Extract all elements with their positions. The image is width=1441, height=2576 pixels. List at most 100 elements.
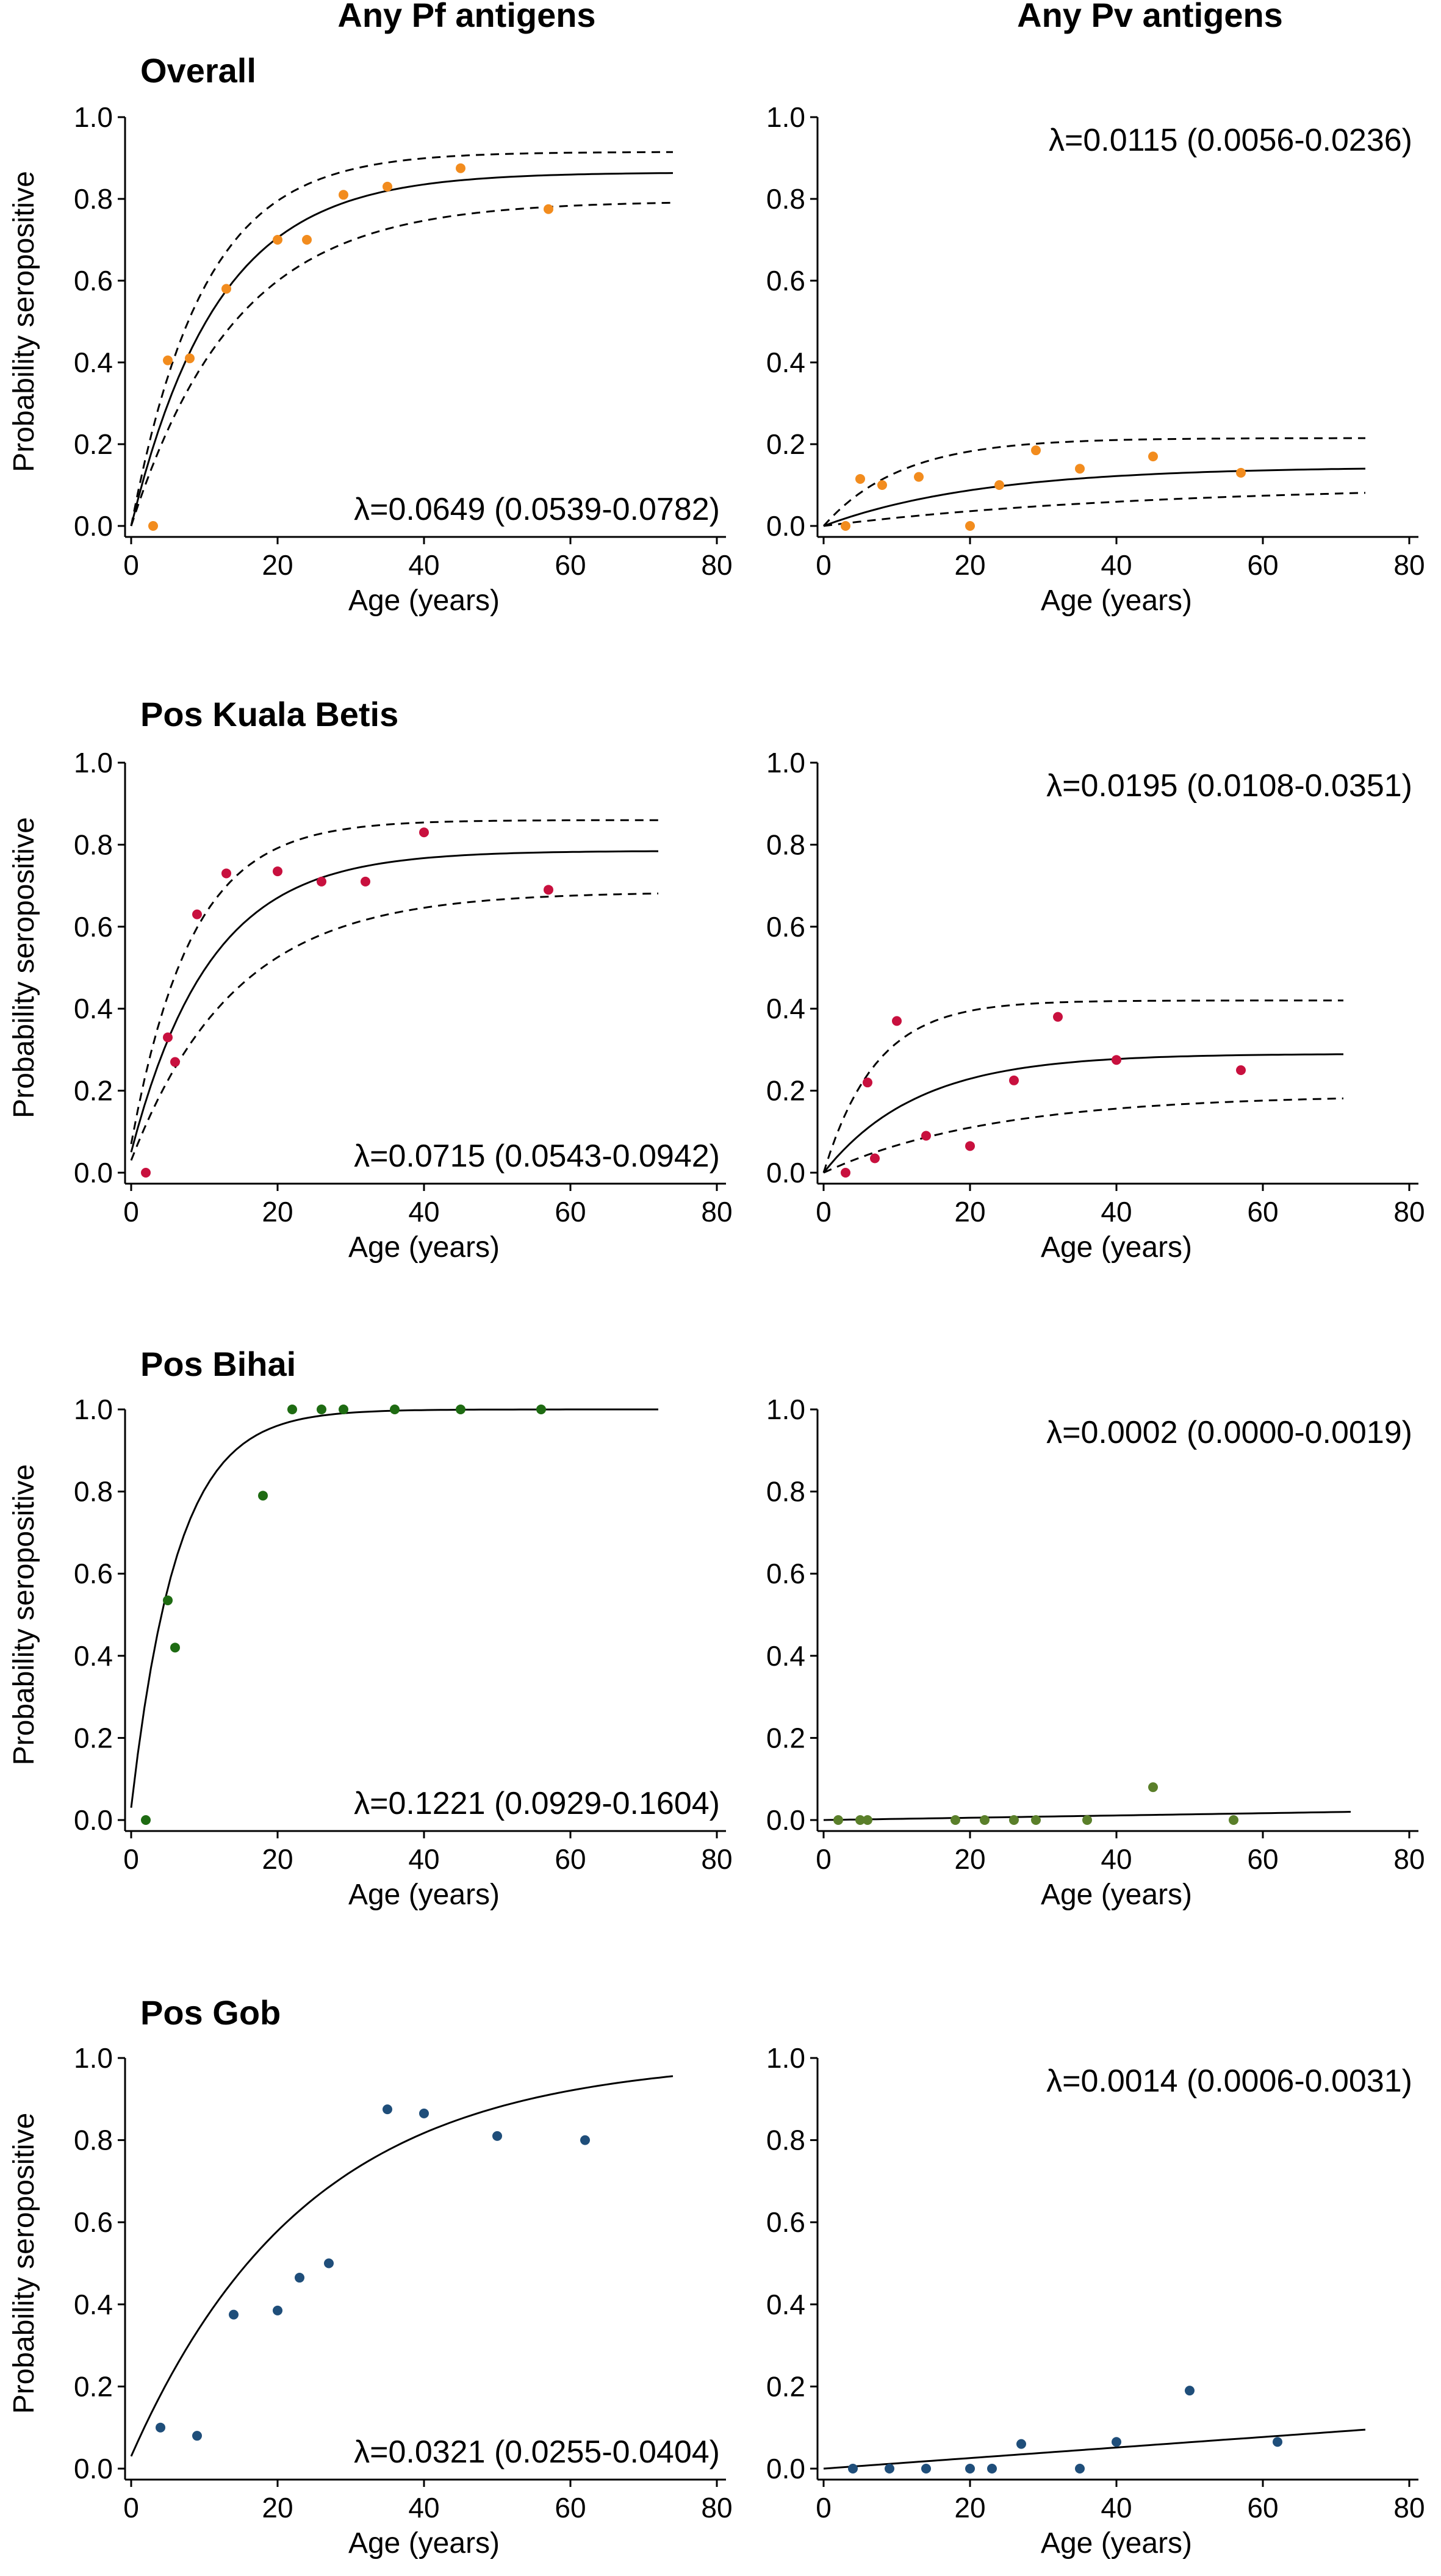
column-title-pv: Any Pv antigens xyxy=(1017,0,1283,34)
fit-line xyxy=(130,2075,674,2457)
data-point xyxy=(317,1405,326,1414)
y-tick-label: 0.8 xyxy=(766,1476,805,1508)
y-tick-label: 0.4 xyxy=(74,1640,113,1672)
fit-line xyxy=(822,1053,1343,1173)
data-point xyxy=(383,181,392,192)
y-tick-label: 1.0 xyxy=(74,2042,113,2074)
data-point xyxy=(855,1815,865,1825)
y-tick-label: 0.6 xyxy=(766,265,805,297)
y-tick-label: 0.0 xyxy=(766,1804,805,1836)
x-tick-label: 40 xyxy=(1101,549,1132,581)
data-point xyxy=(1075,2464,1085,2473)
lambda-label: λ=0.0002 (0.0000-0.0019) xyxy=(1046,1415,1412,1450)
ci-upper-line xyxy=(822,437,1365,527)
y-tick-label: 0.0 xyxy=(74,2453,113,2484)
data-point xyxy=(148,521,158,531)
ci-lower-line xyxy=(130,892,659,1161)
x-tick-label: 20 xyxy=(954,2492,985,2524)
data-point xyxy=(339,190,348,200)
data-point xyxy=(965,2464,975,2473)
data-point xyxy=(1148,1782,1158,1793)
data-point xyxy=(221,284,231,294)
data-point xyxy=(921,1131,931,1141)
y-tick-label: 1.0 xyxy=(766,1394,805,1425)
x-tick-label: 40 xyxy=(408,2492,439,2524)
x-tick-label: 60 xyxy=(1247,1843,1278,1875)
y-tick-label: 0.8 xyxy=(74,829,113,860)
y-axis-label: Probability seropositive xyxy=(8,171,40,472)
x-tick-label: 80 xyxy=(1393,549,1425,581)
data-point xyxy=(885,2464,894,2473)
lambda-label: λ=0.0715 (0.0543-0.0942) xyxy=(354,1139,720,1174)
x-tick-label: 60 xyxy=(555,1843,586,1875)
lambda-label: λ=0.0115 (0.0056-0.0236) xyxy=(1049,123,1412,158)
y-tick-label: 0.2 xyxy=(766,1722,805,1754)
data-point xyxy=(273,235,282,245)
data-point xyxy=(1031,445,1041,456)
y-tick-label: 0.6 xyxy=(766,2206,805,2238)
y-tick-label: 0.6 xyxy=(766,1558,805,1589)
y-tick-label: 0.0 xyxy=(74,1157,113,1189)
data-point xyxy=(1112,2437,1121,2447)
panel-kuala_betis_pv: 0.0 0.2 0.4 0.6 0.8 1.0 0 20 40 60 80 Age (years) λ=… xyxy=(766,747,1425,1264)
x-tick-label: 20 xyxy=(954,549,985,581)
x-tick-label: 60 xyxy=(1247,1196,1278,1228)
data-point xyxy=(163,1032,173,1043)
fit-line xyxy=(130,172,674,527)
x-tick-label: 0 xyxy=(816,1843,832,1875)
y-tick-label: 1.0 xyxy=(766,101,805,133)
x-tick-label: 20 xyxy=(954,1196,985,1228)
data-point xyxy=(419,2108,429,2118)
y-tick-label: 0.0 xyxy=(766,1157,805,1189)
y-tick-label: 0.2 xyxy=(766,1075,805,1107)
data-point xyxy=(1236,467,1246,478)
data-point xyxy=(1273,2437,1282,2447)
panel-gob_pv: 0.0 0.2 0.4 0.6 0.8 1.0 0 20 40 60 80 Age (years) λ=… xyxy=(766,2042,1425,2560)
panels: Overall 0.0 0.2 0.4 0.6 0.8 1.0 0 20 40 60 80 Age (y… xyxy=(8,51,1425,2560)
x-tick-label: 40 xyxy=(1101,1843,1132,1875)
data-point xyxy=(192,909,202,919)
data-point xyxy=(302,235,312,245)
y-tick-label: 1.0 xyxy=(766,747,805,779)
y-tick-label: 0.8 xyxy=(74,2124,113,2156)
x-tick-label: 20 xyxy=(262,1196,293,1228)
x-tick-label: 60 xyxy=(1247,549,1278,581)
y-tick-label: 0.6 xyxy=(74,911,113,943)
data-point xyxy=(156,2422,165,2433)
data-point xyxy=(950,1815,960,1825)
lambda-label: λ=0.1221 (0.0929-0.1604) xyxy=(354,1786,720,1821)
y-tick-label: 0.6 xyxy=(74,265,113,297)
data-point xyxy=(855,473,865,484)
y-tick-label: 0.2 xyxy=(74,1075,113,1107)
x-tick-label: 40 xyxy=(408,1843,439,1875)
data-point xyxy=(1016,2439,1026,2449)
data-point xyxy=(456,1405,465,1414)
data-point xyxy=(1112,1055,1121,1065)
x-tick-label: 0 xyxy=(123,2492,139,2524)
data-point xyxy=(170,1057,180,1067)
x-tick-label: 0 xyxy=(123,549,139,581)
data-point xyxy=(1185,2386,1195,2396)
data-point xyxy=(317,876,326,887)
data-point xyxy=(1075,464,1085,474)
data-point xyxy=(544,204,553,214)
data-point xyxy=(492,2131,502,2141)
y-tick-label: 0.0 xyxy=(74,1804,113,1836)
y-tick-label: 0.8 xyxy=(766,829,805,860)
x-tick-label: 0 xyxy=(816,2492,832,2524)
data-point xyxy=(1053,1012,1063,1022)
data-point xyxy=(273,2305,282,2315)
y-tick-label: 0.4 xyxy=(766,2289,805,2320)
data-point xyxy=(1229,1815,1238,1825)
y-tick-label: 0.6 xyxy=(766,911,805,943)
panel-bihai_pv: 0.0 0.2 0.4 0.6 0.8 1.0 0 20 40 60 80 Age (years) λ=… xyxy=(766,1394,1425,1911)
y-tick-label: 0.2 xyxy=(766,2370,805,2402)
data-point xyxy=(229,2309,239,2320)
data-point xyxy=(1082,1815,1092,1825)
y-tick-label: 0.6 xyxy=(74,1558,113,1589)
data-point xyxy=(287,1405,297,1414)
x-tick-label: 60 xyxy=(555,1196,586,1228)
x-axis-label: Age (years) xyxy=(348,2527,500,2560)
x-axis-label: Age (years) xyxy=(1041,1231,1192,1264)
